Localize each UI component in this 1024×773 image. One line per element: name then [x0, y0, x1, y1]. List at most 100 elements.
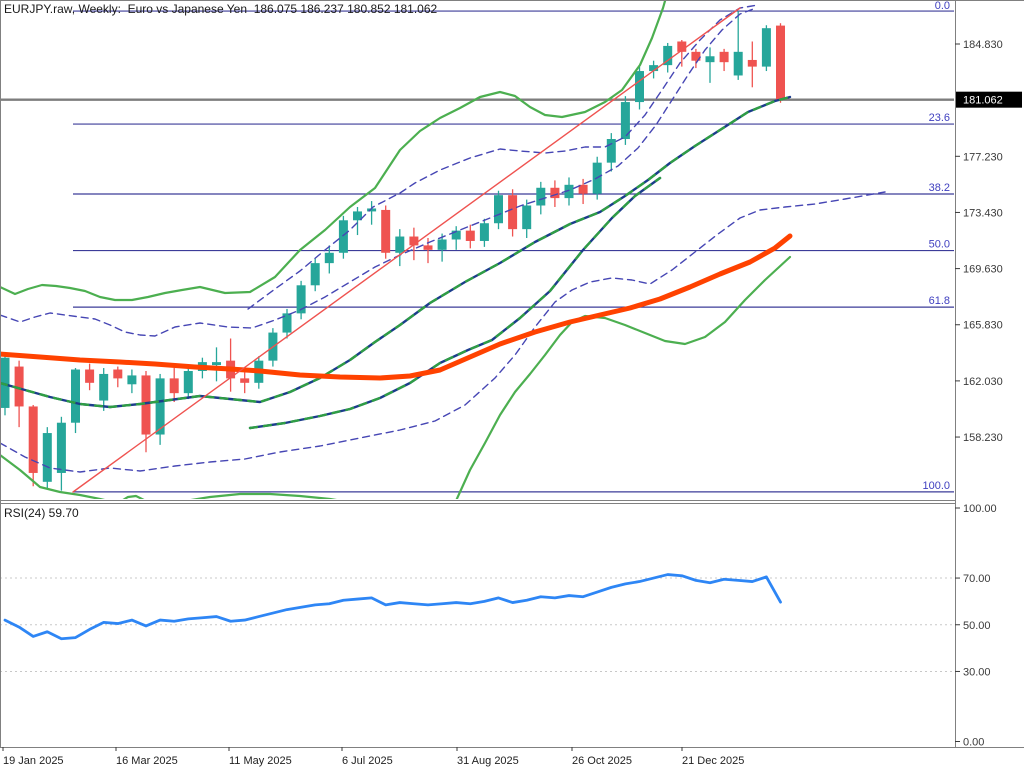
candle[interactable] [85, 363, 95, 391]
candle[interactable] [451, 226, 461, 250]
candle[interactable] [465, 224, 475, 249]
candle[interactable] [212, 347, 221, 382]
candle[interactable] [705, 47, 715, 83]
fib-level-label: 61.8 [929, 295, 950, 307]
candle[interactable] [620, 96, 630, 145]
candle[interactable] [226, 338, 236, 392]
candle[interactable] [776, 23, 785, 103]
candle[interactable] [141, 370, 151, 453]
rsi-axis-label: 30.00 [963, 666, 991, 678]
candle-body [183, 370, 193, 394]
fib-level-label: 50.0 [929, 239, 950, 251]
candle[interactable] [28, 404, 38, 487]
fibonacci-retracement [73, 10, 954, 493]
candle-body [85, 369, 95, 383]
candle-body [71, 369, 80, 423]
symbol-ohlc-title: EURJPY.raw, Weekly: Euro vs Japanese Yen… [4, 2, 438, 16]
candle[interactable] [536, 181, 546, 215]
rsi-line [3, 573, 782, 641]
price-axis[interactable]: 184.830 177.230 173.430 169.630 165.830 162.0… [922, 0, 1002, 492]
candle[interactable] [310, 258, 320, 292]
candle[interactable] [677, 40, 687, 67]
fib-level-label: 23.6 [929, 112, 950, 124]
price-axis-label: 184.830 [963, 39, 1003, 51]
candle-body [282, 313, 292, 333]
candle[interactable] [522, 199, 532, 239]
candle[interactable] [479, 218, 489, 247]
candle[interactable] [494, 190, 503, 230]
candle[interactable] [183, 366, 193, 400]
candle-body [28, 406, 38, 473]
candle-body [578, 184, 588, 194]
candle[interactable] [635, 66, 644, 110]
candle[interactable] [663, 42, 673, 73]
candle-body [776, 25, 785, 100]
candle[interactable] [282, 308, 292, 339]
candle-body [113, 369, 123, 379]
dark-ma-slow [248, 176, 662, 430]
candle[interactable] [564, 177, 574, 206]
candle[interactable] [747, 41, 757, 88]
candle[interactable] [113, 366, 123, 388]
rsi-axis-label: 100.00 [963, 503, 997, 515]
candle-body [381, 209, 391, 253]
price-axis-label: 173.430 [963, 207, 1003, 219]
candle-body [367, 208, 377, 212]
date-label: 21 Dec 2025 [682, 755, 744, 767]
candle-body [212, 362, 221, 366]
candle[interactable] [155, 373, 165, 445]
candle-body [296, 285, 306, 314]
candle[interactable] [761, 25, 771, 72]
time-axis[interactable]: 19 Jan 2025 16 Mar 2025 11 May 2025 6 Jul 2… [2, 747, 744, 767]
candle[interactable] [338, 215, 348, 259]
candle-body [409, 236, 419, 246]
candle[interactable] [395, 229, 405, 267]
candle[interactable] [437, 233, 447, 262]
date-label: 19 Jan 2025 [3, 755, 64, 767]
candle[interactable] [550, 180, 560, 207]
candle[interactable] [56, 416, 66, 491]
candle[interactable] [324, 245, 334, 274]
rsi-axis-label: 0.00 [963, 737, 984, 749]
fib-level-label: 38.2 [929, 182, 950, 194]
candle[interactable] [733, 11, 743, 80]
candle[interactable] [99, 368, 109, 411]
rsi-panel[interactable] [0, 573, 955, 672]
bollinger-lower-band [1, 255, 792, 499]
date-label: 16 Mar 2025 [116, 755, 178, 767]
candle[interactable] [508, 189, 518, 237]
candle[interactable] [578, 178, 588, 205]
candle[interactable] [169, 368, 179, 403]
candle-body [663, 45, 673, 66]
fib-trendline [72, 7, 741, 493]
candle[interactable] [353, 206, 362, 236]
candle[interactable] [296, 280, 306, 320]
date-label: 11 May 2025 [229, 755, 292, 767]
candle[interactable] [240, 372, 250, 394]
candle[interactable] [606, 133, 616, 172]
price-chart-area[interactable] [0, 0, 955, 512]
candle-body [550, 187, 560, 199]
candle[interactable] [691, 48, 701, 69]
candle[interactable] [42, 427, 52, 490]
candle[interactable] [71, 368, 80, 434]
dashed-band-middle [1, 7, 757, 337]
candle-body [169, 378, 179, 394]
panel-borders [0, 0, 1024, 748]
current-price-label: 181.062 [963, 95, 1003, 107]
candle-body [620, 102, 630, 140]
candle[interactable] [649, 60, 659, 79]
candle-body [99, 373, 109, 401]
candle[interactable] [381, 205, 391, 259]
rsi-axis[interactable]: 100.00 70.00 50.00 30.00 0.00 [955, 503, 997, 749]
candle[interactable] [719, 48, 729, 72]
price-axis-label: 177.230 [963, 151, 1003, 163]
candle[interactable] [127, 369, 137, 394]
date-label: 31 Aug 2025 [457, 755, 519, 767]
candle[interactable] [14, 360, 24, 428]
candle-body [691, 51, 701, 61]
candle[interactable] [367, 201, 377, 225]
candle-body [155, 378, 165, 435]
